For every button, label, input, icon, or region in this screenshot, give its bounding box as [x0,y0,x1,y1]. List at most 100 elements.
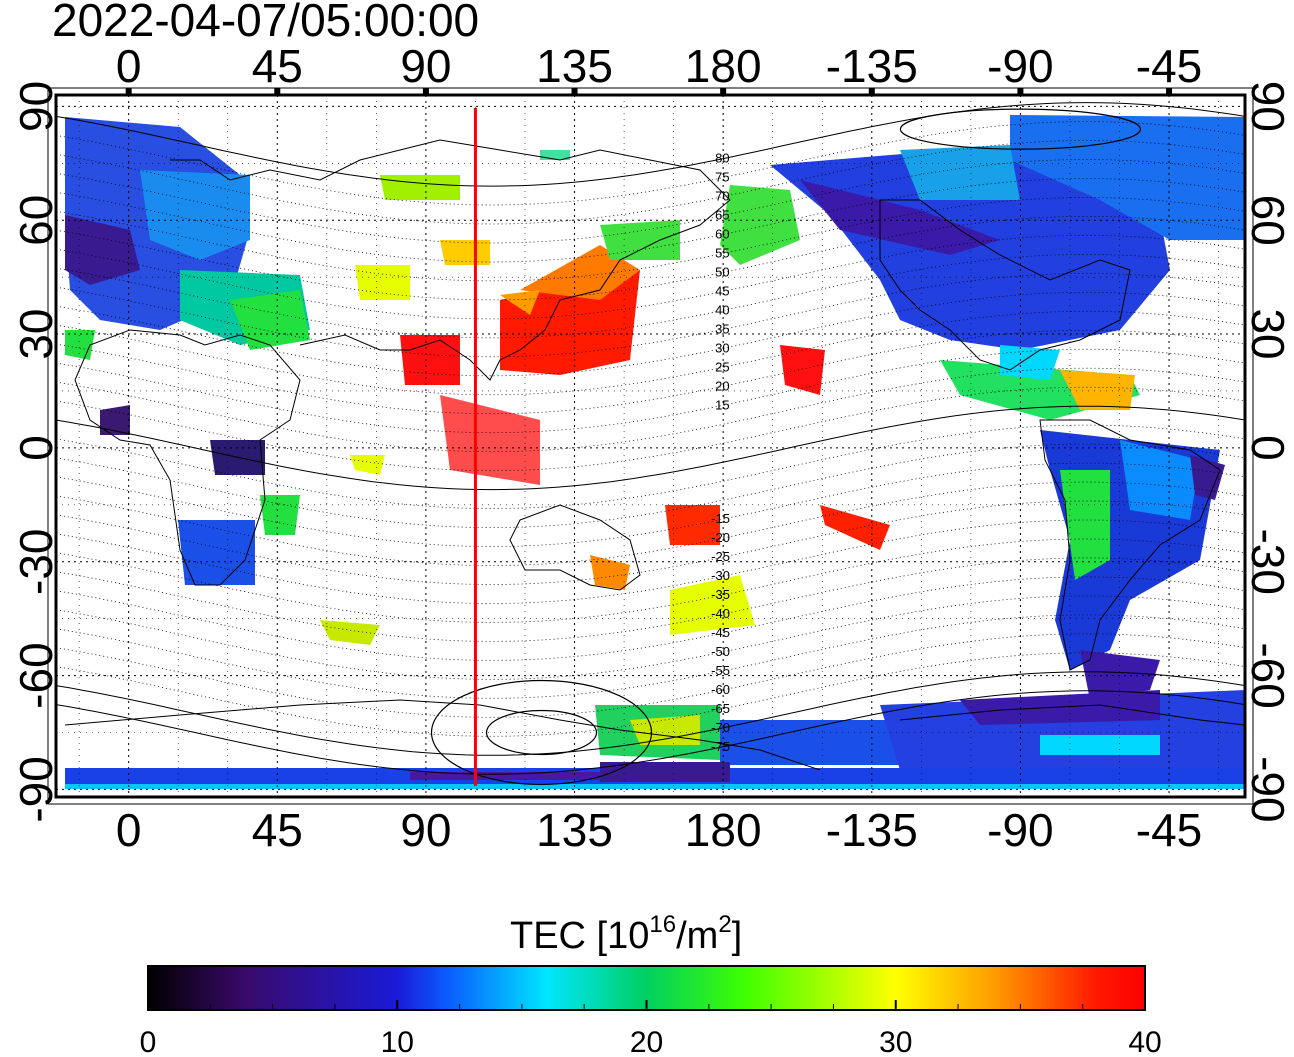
lon-tick-bottom: 135 [536,804,613,856]
coastlines [64,139,1246,771]
mlat-contour [55,614,1246,699]
lon-tick-top: 180 [685,40,762,92]
mlat-contour [55,215,1246,301]
lat-tick-left: -90 [10,756,62,822]
mlat-label: 15 [715,397,729,412]
lon-tick-top: 90 [400,40,451,92]
south-pole-contour [485,709,598,756]
mlat-label: -50 [711,644,730,659]
colorbar-ticks: 0 10 20 30 40 [140,1000,1162,1057]
mlat-contour [55,519,1246,604]
mlat-contour [55,576,1246,661]
mlat-label: 75 [715,170,729,185]
mlat-label: 25 [715,359,729,374]
colorbar-tick-label: 0 [140,1026,157,1057]
colorbar-tick-label: 40 [1128,1026,1161,1057]
lon-tick-top: -135 [826,40,918,92]
mlat-contour [55,538,1246,623]
lat-tick-left: 60 [10,195,62,246]
lon-tick-bottom: 90 [400,804,451,856]
axis-tick-labels: 0045459090135135180180-135-135-90-90-45-… [10,40,1294,856]
lat-tick-left: 90 [10,81,62,132]
mlat-contour [55,159,1246,244]
mlat-contour [55,633,1246,718]
mlat-contour [55,652,1246,737]
mlat-label: 40 [715,302,729,317]
tick-mark [422,88,429,95]
mlat-label: -15 [711,511,730,526]
lat-tick-right: -30 [1242,528,1294,594]
mlat-label: -25 [711,549,730,564]
mlat-contour [55,121,1246,206]
mlat-label: 80 [715,151,729,166]
mlat-label: 30 [715,340,729,355]
mlat-label: -75 [711,739,730,754]
timestamp-title: 2022-04-07/05:00:00 [52,0,479,46]
colorbar-tick-label: 20 [630,1026,663,1057]
mlat-contour [55,557,1246,642]
mlat-contour [55,443,1246,529]
lat-tick-left: 0 [10,435,62,461]
tick-mark [868,88,875,95]
lon-tick-bottom: -135 [826,804,918,856]
mlat-contour [55,329,1246,415]
mlat-label: -70 [711,720,730,735]
mlat-contour [55,500,1246,585]
lat-tick-right: 60 [1242,195,1294,246]
mlat-contour [55,405,1246,491]
mlat-label: -20 [711,530,730,545]
lon-tick-bottom: 0 [116,804,142,856]
tick-mark [1017,88,1024,95]
mlat-contour [55,140,1246,225]
lon-tick-top: 45 [252,40,303,92]
lon-tick-bottom: -90 [987,804,1053,856]
lat-tick-right: 90 [1242,81,1294,132]
mlat-label: -60 [711,682,730,697]
mlat-contour [55,178,1246,263]
map-border [54,93,1247,799]
lon-tick-top: -90 [987,40,1053,92]
mlat-label: 35 [715,321,729,336]
mlat-contour [55,348,1246,434]
lon-tick-top: 135 [536,40,613,92]
tec-data-patches [65,115,1245,789]
lon-tick-top: 0 [116,40,142,92]
tick-mark [571,88,578,95]
north-pole-contour [899,108,1142,150]
colorbar-label: TEC [1016/m2] [510,911,742,957]
mlat-contour [55,102,1246,187]
mlat-contour [55,367,1246,453]
lon-tick-bottom: -45 [1136,804,1202,856]
lat-tick-left: -30 [10,528,62,594]
lat-tick-left: -60 [10,642,62,708]
mlat-label: -35 [711,587,730,602]
lat-tick-right: -60 [1242,642,1294,708]
mlat-label: 65 [715,208,729,223]
magnetic-latitude-contours: 80 75 70 65 60 55 50 45 40 35 30 25 20 15 -15 -20 -25 -30… [55,102,1246,786]
tick-mark [125,88,132,95]
mlat-contour [55,481,1246,566]
mlat-label: 50 [715,264,729,279]
lat-tick-right: 0 [1242,435,1294,461]
south-pole-contour [430,679,653,786]
mlat-contour [55,272,1246,358]
mlat-contour [55,234,1246,320]
lat-tick-right: 30 [1242,308,1294,359]
mlat-contour [55,253,1246,339]
mlat-label: 20 [715,378,729,393]
lon-tick-top: -45 [1136,40,1202,92]
mlat-contour [55,690,1246,775]
outer-border [47,87,1254,805]
mlat-contour [55,291,1246,377]
tick-mark [1166,88,1173,95]
lat-lon-grid [56,95,1245,797]
mlat-label: -40 [711,606,730,621]
mlat-contour [55,424,1246,510]
tick-mark [720,88,727,95]
mlat-label: -55 [711,663,730,678]
mlat-label: -65 [711,701,730,716]
mlat-contour [55,310,1246,396]
mlat-label: 55 [715,245,729,260]
mlat-label: 70 [715,189,729,204]
mlat-label: -45 [711,625,730,640]
